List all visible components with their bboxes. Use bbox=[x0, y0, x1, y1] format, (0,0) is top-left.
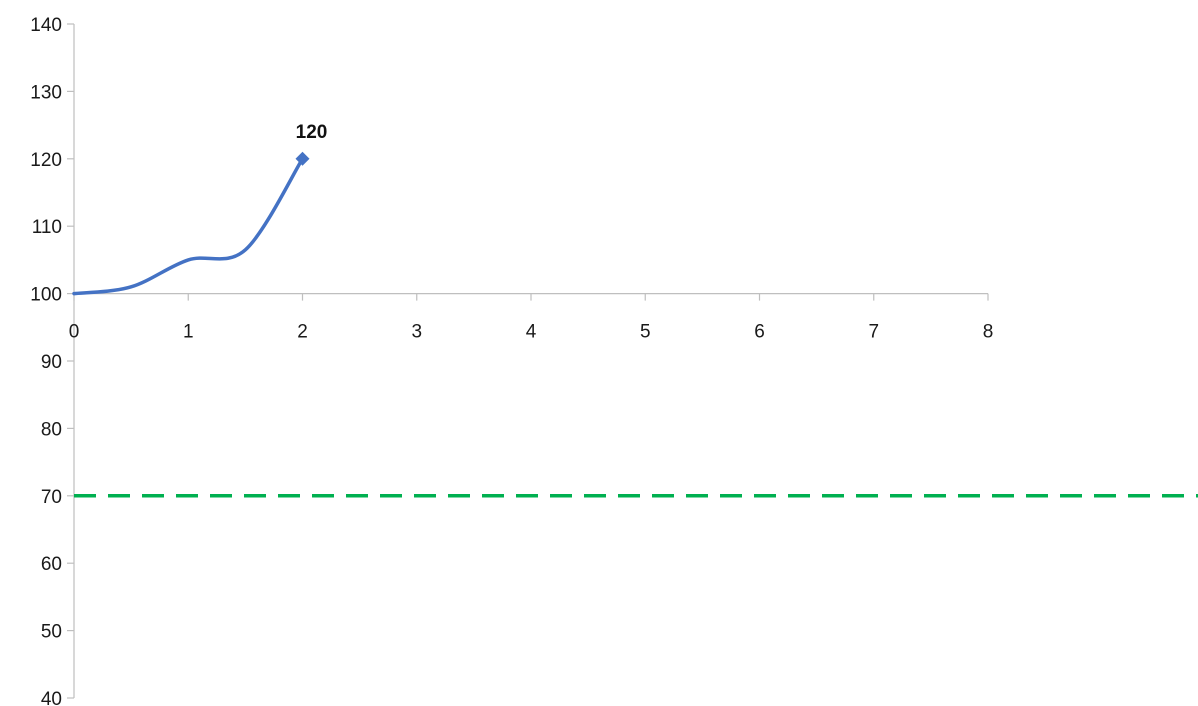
y-tick-label: 40 bbox=[41, 689, 62, 706]
y-tick-label: 90 bbox=[41, 352, 62, 373]
x-tick-label: 4 bbox=[526, 322, 537, 343]
x-axis: 0 1 2 3 4 5 6 7 8 bbox=[69, 293, 994, 343]
series-end-marker bbox=[295, 151, 310, 166]
x-tick-label: 8 bbox=[983, 322, 994, 343]
data-labels: 120 bbox=[296, 122, 328, 143]
x-tick-label: 7 bbox=[868, 322, 879, 343]
y-axis: 40 50 60 70 80 90 100 110 120 130 140 bbox=[30, 15, 75, 706]
y-tick-label: 70 bbox=[41, 487, 62, 508]
x-tick-label: 6 bbox=[754, 322, 765, 343]
series-layer bbox=[72, 151, 310, 296]
y-tick-label: 120 bbox=[30, 150, 62, 171]
y-tick-label: 60 bbox=[41, 554, 62, 575]
y-tick-label: 80 bbox=[41, 419, 62, 440]
series-line bbox=[72, 157, 305, 296]
y-tick-label: 130 bbox=[30, 82, 62, 103]
y-tick-label: 100 bbox=[30, 285, 62, 306]
y-tick-label: 140 bbox=[30, 15, 62, 36]
x-tick-label: 3 bbox=[411, 322, 422, 343]
y-tick-label: 50 bbox=[41, 622, 62, 643]
y-tick-label: 110 bbox=[32, 217, 62, 238]
x-tick-label: 1 bbox=[183, 322, 194, 343]
data-label: 120 bbox=[296, 122, 328, 143]
x-tick-label: 0 bbox=[69, 322, 80, 343]
x-tick-label: 2 bbox=[297, 322, 308, 343]
x-tick-label: 5 bbox=[640, 322, 651, 343]
